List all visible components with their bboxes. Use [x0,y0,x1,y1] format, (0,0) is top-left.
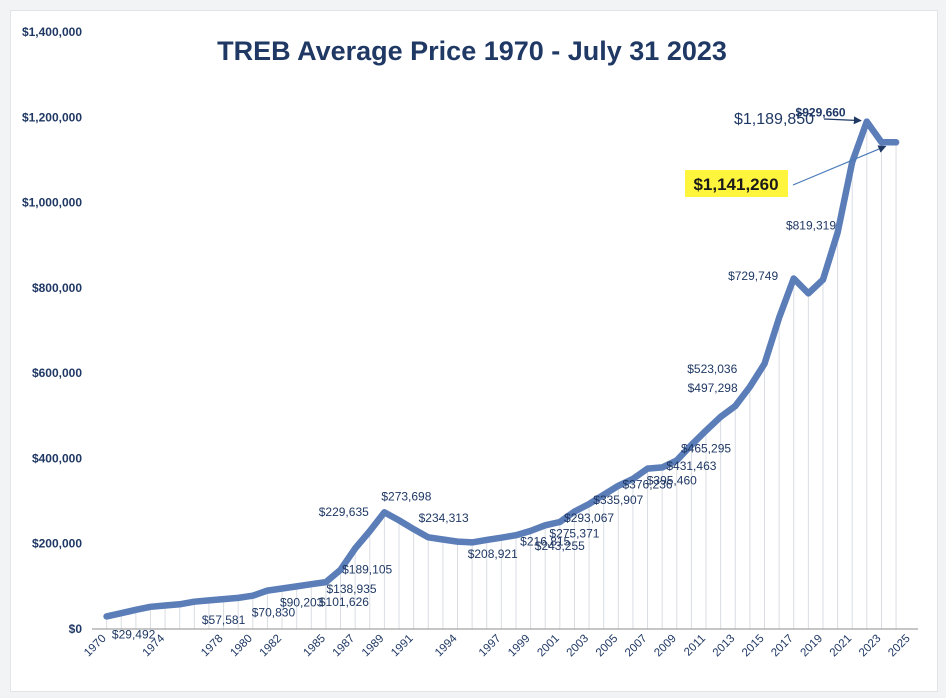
data-label: $729,749 [728,269,778,283]
data-label: $208,921 [468,547,518,561]
data-label: $275,371 [549,527,599,541]
data-label: $273,698 [381,489,431,503]
data-label: $819,319 [786,219,836,233]
y-axis-ticks: $0 $200,000 $400,000 $600,000 $800,000 $1,000… [22,25,82,636]
data-label: $234,313 [419,511,469,525]
data-label: $29,492 [112,627,156,641]
data-label: $335,907 [593,493,643,507]
x-tick-label: 2005 [594,633,621,660]
data-label: $189,105 [342,562,392,576]
data-labels: $29,492 $57,581 $70,830$90,203$101,626$138… [112,106,846,642]
data-label: $216,815 [520,534,570,548]
data-label: $57,581 [202,613,246,627]
data-label: $70,830 [252,606,296,620]
callout-current-arrow [792,145,887,186]
data-label: $376,236 [623,478,673,492]
callout-current-highlight [685,170,788,197]
y-tick-label: $400,000 [32,451,82,465]
x-tick-label: 2023 [857,633,884,660]
data-label: $431,463 [666,459,716,473]
x-tick-label: 2025 [886,633,913,660]
data-label: $138,935 [326,582,376,596]
data-label: $243,255 [535,539,585,553]
callout-peak-arrow [823,116,862,125]
x-tick-label: 2019 [799,633,826,660]
x-tick-label: 2015 [740,633,767,660]
x-tick-label: 2013 [711,633,738,660]
data-label: $523,036 [687,362,737,376]
x-tick-label: 2001 [535,633,562,660]
x-tick-label: 1970 [82,633,109,660]
x-tick-label: 1980 [228,633,255,660]
y-tick-label: $200,000 [32,537,82,551]
x-axis-ticks: 1970 1974 1978 1980 1982 1985 1987 1989 1991 1994… [82,632,913,659]
y-tick-label: $1,400,000 [22,25,82,39]
x-tick-label: 1978 [199,633,226,660]
x-tick-label: 2011 [682,633,708,659]
callout-current-label: $1,141,260 [693,175,778,194]
x-tick-label: 2017 [769,633,796,660]
y-tick-label: $600,000 [32,366,82,380]
data-label: $229,635 [319,505,369,519]
x-tick-label: 1999 [506,633,533,660]
x-tick-label: 2009 [652,633,679,660]
x-tick-label: 2007 [623,633,650,660]
x-tick-label: 1987 [331,633,358,660]
chart-frame [10,10,938,692]
x-tick-label: 2021 [828,633,855,660]
x-tick-label: 1989 [360,633,387,660]
series-line [103,118,900,620]
data-label: $465,295 [681,442,731,456]
data-label: $395,460 [647,473,697,487]
drop-lines [106,121,897,629]
data-label: $293,067 [564,511,614,525]
data-label: $497,298 [688,381,738,395]
x-tick-label: 1994 [433,632,460,659]
callout-peak-label: $1,189,850 [734,111,814,128]
x-tick-label: 1985 [301,633,328,660]
x-tick-label: 1991 [389,633,416,660]
data-label: $929,660 [796,106,846,120]
data-label: $90,203 [280,595,324,609]
data-label: $101,626 [319,595,369,609]
x-tick-label: 1982 [258,633,285,660]
y-tick-label: $800,000 [32,281,82,295]
x-tick-label: 1997 [477,633,504,660]
chart-title: TREB Average Price 1970 - July 31 2023 [217,36,727,66]
callouts: $1,189,850 $1,141,260 [685,111,887,197]
x-tick-label: 2003 [565,633,592,660]
y-tick-label: $1,000,000 [22,196,82,210]
y-tick-label: $1,200,000 [22,110,82,124]
y-tick-label: $0 [69,622,83,636]
